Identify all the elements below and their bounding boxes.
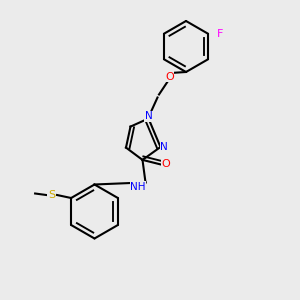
Text: F: F [217,29,223,39]
Text: S: S [48,190,55,200]
Text: O: O [161,159,170,170]
Text: NH: NH [130,182,146,192]
Text: O: O [165,71,174,82]
Text: N: N [160,142,168,152]
Text: N: N [145,111,152,121]
